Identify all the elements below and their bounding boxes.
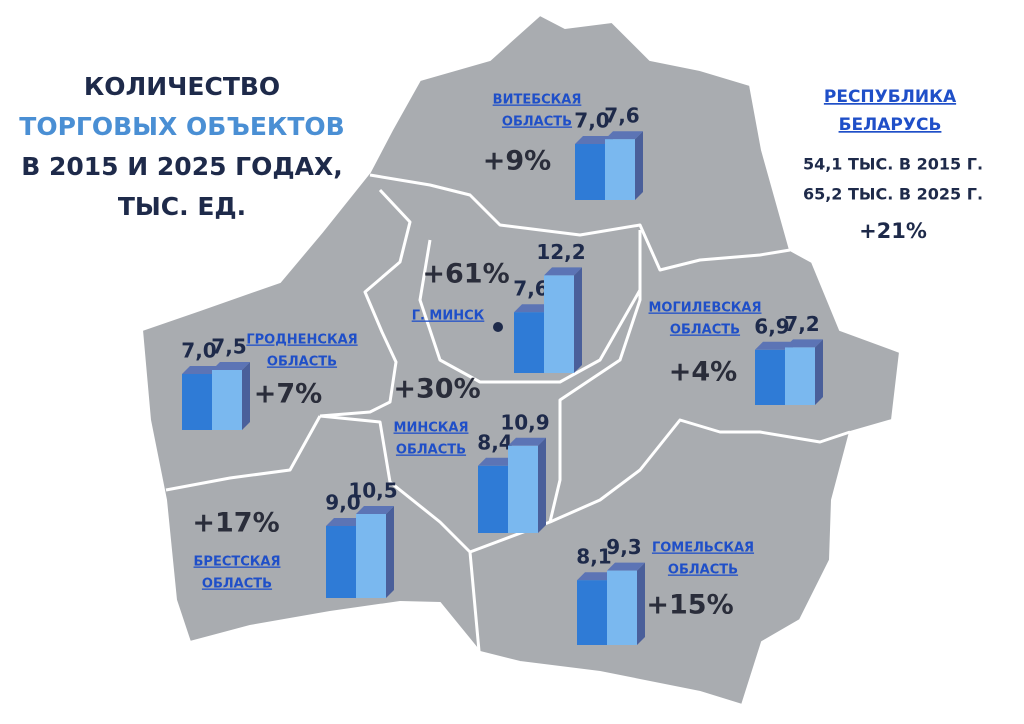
title-line: ТОРГОВЫХ ОБЪЕКТОВ xyxy=(19,112,344,141)
title-line: ТЫС. ЕД. xyxy=(118,192,246,221)
bar xyxy=(605,139,635,200)
region-name: ОБЛАСТЬ xyxy=(267,355,337,370)
content: КОЛИЧЕСТВО ТОРГОВЫХ ОБЪЕКТОВ В 2015 И 2025… xyxy=(19,72,983,645)
region-change: +61% xyxy=(422,259,509,290)
region-name: БРЕСТСКАЯ xyxy=(194,555,281,570)
title-line: В 2015 И 2025 ГОДАХ, xyxy=(21,152,343,181)
bar-side xyxy=(637,562,645,645)
bar-top xyxy=(508,437,546,446)
region-border xyxy=(319,414,482,663)
bar-top xyxy=(356,506,394,514)
bar xyxy=(326,526,356,598)
region-border xyxy=(469,418,851,554)
bar xyxy=(544,275,574,373)
value-label: 10,5 xyxy=(348,479,397,503)
bar-top xyxy=(575,136,613,144)
bar-top xyxy=(607,562,645,571)
region-change: +30% xyxy=(393,374,480,405)
bar xyxy=(212,370,242,430)
bar-top xyxy=(478,457,516,466)
region-name: МОГИЛЕВСКАЯ xyxy=(649,301,762,316)
region-name: ВИТЕБСКАЯ xyxy=(493,93,582,108)
bar xyxy=(478,465,508,533)
value-label: 8,4 xyxy=(477,430,512,454)
republic-change: +21% xyxy=(859,219,927,243)
bar xyxy=(514,312,544,373)
value-label: 6,9 xyxy=(754,314,789,338)
republic-name: БЕЛАРУСЬ xyxy=(839,115,942,135)
region-name: ГРОДНЕНСКАЯ xyxy=(246,333,357,348)
region-name: МИНСКАЯ xyxy=(394,421,469,436)
region-change: +15% xyxy=(646,590,733,621)
region-border xyxy=(165,415,322,492)
value-label: 8,1 xyxy=(576,545,611,569)
value-label: 7,0 xyxy=(181,339,216,363)
bar-side xyxy=(386,506,394,598)
bar-side xyxy=(574,267,582,373)
bar xyxy=(785,347,815,405)
bar-side xyxy=(242,362,250,430)
bar xyxy=(356,514,386,598)
value-label: 7,6 xyxy=(513,277,548,301)
bar xyxy=(577,580,607,645)
region-change: +7% xyxy=(254,379,322,410)
republic-name: РЕСПУБЛИКА xyxy=(824,87,957,107)
value-label: 7,0 xyxy=(574,109,609,133)
region-name: ОБЛАСТЬ xyxy=(396,443,466,458)
value-label: 7,6 xyxy=(604,104,639,128)
value-label: 7,2 xyxy=(784,312,819,336)
bar xyxy=(607,570,637,645)
republic-line: 65,2 ТЫС. В 2025 Г. xyxy=(803,185,983,204)
region-border xyxy=(418,230,642,384)
value-label: 10,9 xyxy=(500,410,549,434)
region-name: ГОМЕЛЬСКАЯ xyxy=(652,541,754,556)
region-name: ОБЛАСТЬ xyxy=(670,323,740,338)
bar-top xyxy=(326,518,364,526)
bar xyxy=(755,349,785,405)
bar-top xyxy=(605,131,643,140)
region-change: +17% xyxy=(192,508,279,539)
region-name: ОБЛАСТЬ xyxy=(202,577,272,592)
bar-side xyxy=(815,339,823,405)
value-label: 12,2 xyxy=(536,240,585,264)
value-label: 7,5 xyxy=(211,335,246,359)
bar-top xyxy=(755,341,793,350)
region-name: ОБЛАСТЬ xyxy=(668,563,738,578)
region-change: +4% xyxy=(669,357,737,388)
bar-top xyxy=(212,362,250,370)
value-label: 9,3 xyxy=(606,535,641,559)
region-change: +9% xyxy=(483,146,551,177)
bar xyxy=(182,374,212,430)
bar-top xyxy=(577,572,615,581)
minsk-dot xyxy=(493,322,503,332)
bar-side xyxy=(538,437,546,533)
bar xyxy=(508,445,538,533)
bar-top xyxy=(182,366,220,374)
region-border xyxy=(548,270,642,523)
bar-top xyxy=(514,304,552,313)
title-line: КОЛИЧЕСТВО xyxy=(84,72,280,101)
bar xyxy=(575,144,605,200)
bar-top xyxy=(544,267,582,276)
bar-top xyxy=(785,339,823,348)
value-label: 9,0 xyxy=(325,491,360,515)
region-border xyxy=(369,173,791,272)
region-name: Г. МИНСК xyxy=(412,309,485,324)
bar-side xyxy=(635,131,643,200)
region-border xyxy=(319,188,412,418)
republic-line: 54,1 ТЫС. В 2015 Г. xyxy=(803,155,983,174)
region-name: ОБЛАСТЬ xyxy=(502,115,572,130)
